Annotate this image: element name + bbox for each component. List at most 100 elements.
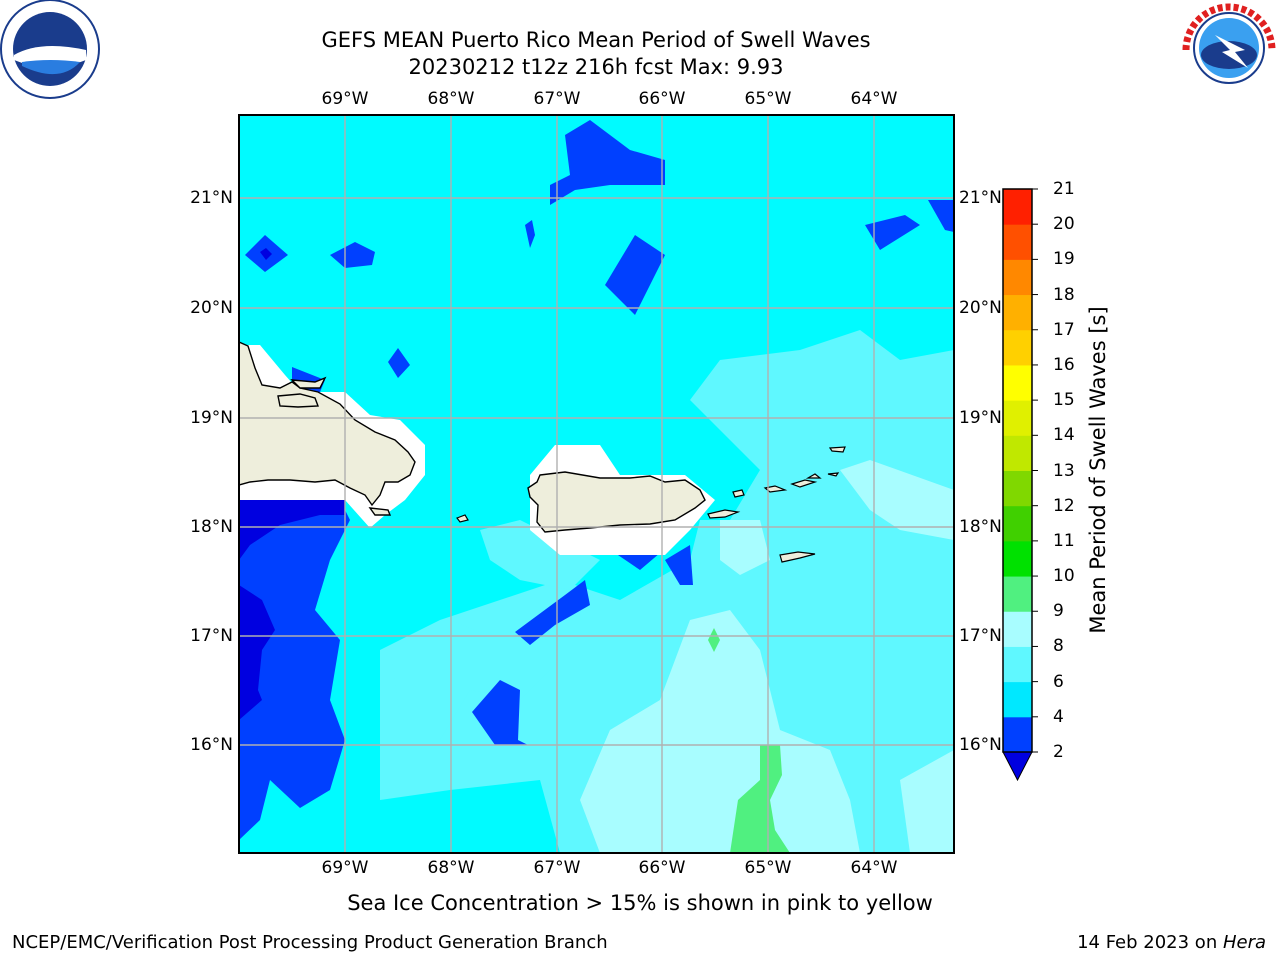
latitude-label-right: 17°N — [959, 626, 1002, 646]
longitude-label-bottom: 67°W — [533, 858, 581, 878]
colorbar-swatch — [1003, 505, 1032, 542]
colorbar-swatch — [1003, 611, 1032, 647]
colorbar-level-label: 21 — [1053, 179, 1075, 199]
contour-8-9-south — [580, 610, 860, 853]
colorbar — [1002, 188, 1038, 782]
colorbar-swatch — [1003, 681, 1032, 718]
contour-2-4-south1 — [515, 580, 590, 645]
latitude-label-left: 20°N — [190, 298, 233, 318]
land-vieques — [707, 509, 741, 519]
colorbar-level-label: 6 — [1053, 671, 1064, 692]
map-area — [239, 115, 954, 853]
contour-6-8-mid — [480, 520, 600, 590]
colorbar-swatch — [1003, 540, 1032, 577]
longitude-label-bottom: 64°W — [850, 858, 898, 878]
colorbar-level-label: 9 — [1053, 601, 1064, 622]
colorbar-title: Mean Period of Swell Waves [s] — [1086, 306, 1110, 634]
longitude-label-top: 68°W — [427, 89, 475, 109]
land-island-gonave — [290, 376, 327, 389]
land-island-small — [368, 507, 392, 516]
contour-8-9-se — [900, 750, 954, 853]
colorbar-level-label: 11 — [1053, 530, 1075, 551]
colorbar-level-label: 16 — [1053, 354, 1075, 375]
colorbar-swatch — [1003, 646, 1032, 683]
longitude-label-top: 66°W — [638, 89, 686, 109]
colorbar-level-label: 20 — [1053, 214, 1075, 235]
noaa-logo — [0, 0, 100, 99]
land-culebra — [732, 489, 745, 498]
latitude-label-left: 16°N — [190, 735, 233, 755]
contour-2-4-south4 — [615, 553, 660, 570]
colorbar-level-label: 2 — [1053, 742, 1064, 762]
land-virgin-islands — [763, 446, 846, 493]
chart-title-line1: GEFS MEAN Puerto Rico Mean Period of Swe… — [321, 28, 871, 52]
latitude-label-left: 21°N — [190, 188, 233, 208]
colorbar-level-label: 18 — [1053, 284, 1075, 305]
land-hispaniola-north — [277, 393, 319, 408]
contour-2-4-small2 — [525, 220, 535, 248]
contour-2-4-south3 — [665, 545, 693, 585]
latitude-label-right: 21°N — [959, 188, 1002, 208]
contour-2-4-nw2 — [330, 242, 375, 268]
latitude-label-right: 19°N — [959, 408, 1002, 428]
land-st-croix — [779, 551, 816, 563]
colorbar-level-label: 17 — [1053, 319, 1075, 340]
colorbar-swatch — [1003, 435, 1032, 471]
colorbar-level-label: 10 — [1053, 566, 1075, 587]
colorbar-level-label: 14 — [1053, 425, 1075, 446]
contour-2-4-small — [388, 348, 410, 378]
contour-2-4-ne — [865, 215, 920, 250]
colorbar-swatch — [1003, 400, 1032, 436]
footer-credit: NCEP/EMC/Verification Post Processing Pr… — [12, 932, 608, 953]
map-frame — [238, 114, 955, 854]
colorbar-swatch — [1003, 224, 1032, 260]
contour-2-4-ne-corner — [928, 200, 954, 232]
longitude-label-top: 64°W — [850, 89, 898, 109]
contour-2-4-north — [550, 120, 665, 205]
latitude-label-left: 19°N — [190, 408, 233, 428]
colorbar-swatch — [1003, 364, 1032, 401]
colorbar-swatch — [1003, 294, 1032, 331]
longitude-label-bottom: 69°W — [321, 858, 369, 878]
nws-logo — [1182, 1, 1276, 95]
colorbar-level-label: 15 — [1053, 390, 1075, 411]
latitude-label-right: 16°N — [959, 735, 1002, 755]
longitude-label-bottom: 68°W — [427, 858, 475, 878]
contour-2-4-south2 — [472, 680, 528, 745]
colorbar-level-label: 19 — [1053, 249, 1075, 270]
colorbar-level-label: 12 — [1053, 495, 1075, 516]
contour-8-9-patch — [720, 520, 770, 575]
contour-2-4-west — [239, 500, 350, 840]
colorbar-swatch — [1003, 329, 1032, 366]
footer-date-text: 14 Feb 2023 on — [1077, 932, 1223, 953]
gridlines — [239, 115, 954, 853]
contour-6-8-west — [390, 620, 560, 740]
contour-8-9-east — [840, 460, 954, 540]
longitude-label-top: 65°W — [744, 89, 792, 109]
colorbar-level-label: 8 — [1053, 636, 1064, 657]
longitude-label-bottom: 66°W — [638, 858, 686, 878]
land-mona-island — [456, 514, 469, 523]
colorbar-swatch — [1003, 189, 1032, 225]
longitude-label-bottom: 65°W — [744, 858, 792, 878]
contour-under-2-dot — [260, 248, 272, 260]
contour-under-2-west — [239, 500, 345, 560]
land-hispaniola — [239, 341, 416, 507]
colorbar-under-extension — [1002, 751, 1033, 782]
longitude-label-top: 69°W — [321, 89, 369, 109]
contour-9-10-dot — [708, 628, 720, 652]
chart-title-line2: 20230212 t12z 216h fcst Max: 9.93 — [408, 55, 784, 79]
latitude-label-right: 20°N — [959, 298, 1002, 318]
colorbar-swatch — [1003, 470, 1032, 507]
colorbar-swatch — [1003, 716, 1032, 753]
colorbar-swatch — [1003, 576, 1032, 612]
longitude-label-top: 67°W — [533, 89, 581, 109]
colorbar-level-label: 4 — [1053, 706, 1064, 727]
footer-host: Hera — [1222, 932, 1266, 953]
contour-under-2-west2 — [239, 585, 275, 720]
sea-ice-note: Sea Ice Concentration > 15% is shown in … — [347, 891, 933, 915]
contour-6-8-east — [380, 330, 954, 853]
colorbar-swatch — [1003, 259, 1032, 296]
latitude-label-right: 18°N — [959, 517, 1002, 537]
